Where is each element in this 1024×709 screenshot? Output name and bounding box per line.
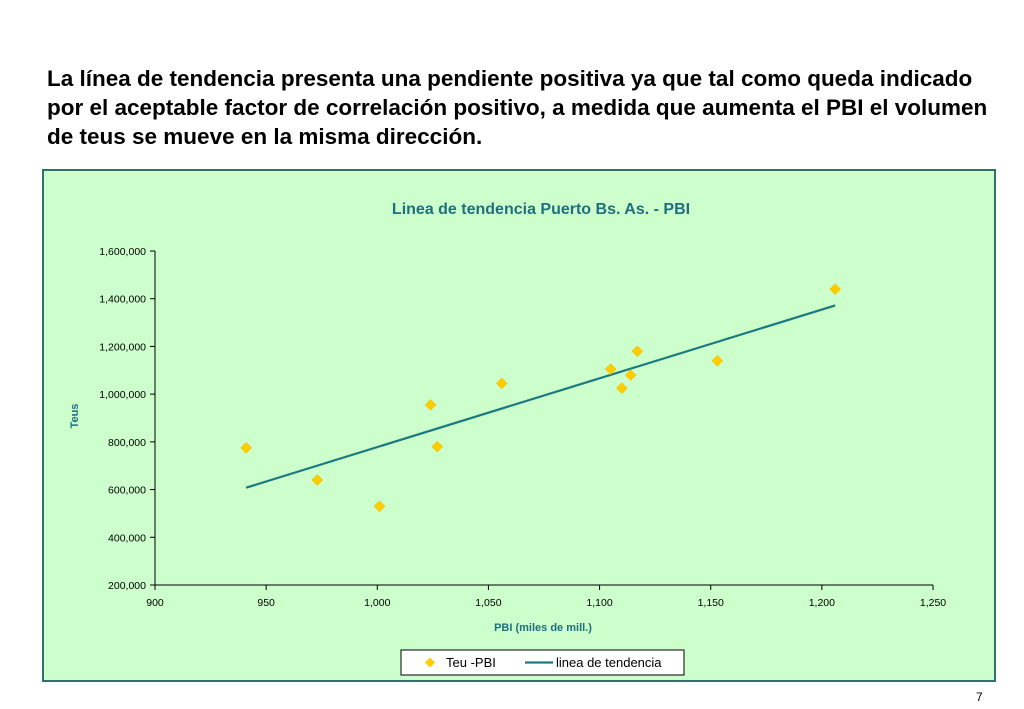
- y-tick-label: 1,200,000: [99, 341, 146, 353]
- y-tick-label: 200,000: [108, 580, 146, 592]
- legend-label-trend: linea de tendencia: [556, 655, 662, 670]
- y-tick-label: 800,000: [108, 437, 146, 449]
- x-tick-label: 1,100: [586, 597, 612, 609]
- data-point: [624, 369, 637, 381]
- x-tick-label: 900: [146, 597, 164, 609]
- x-tick-label: 1,150: [698, 597, 724, 609]
- legend-label-teu: Teu -PBI: [446, 655, 496, 670]
- data-point: [373, 500, 386, 513]
- y-tick-label: 1,600,000: [99, 246, 146, 258]
- legend-box: [400, 649, 685, 676]
- chart-panel: Linea de tendencia Puerto Bs. As. - PBI …: [42, 169, 996, 682]
- chart-svg: Linea de tendencia Puerto Bs. As. - PBI …: [69, 201, 946, 676]
- legend: Teu -PBI linea de tendencia: [400, 649, 685, 676]
- legend-marker-diamond: [425, 657, 435, 668]
- data-point: [631, 345, 644, 358]
- data-point: [240, 441, 252, 454]
- data-point: [311, 474, 324, 486]
- x-axis-label: PBI (miles de mill.): [494, 622, 592, 634]
- x-tick-label: 1,250: [920, 597, 946, 609]
- x-tick-label: 1,000: [364, 597, 390, 609]
- data-point: [604, 363, 617, 375]
- data-point: [711, 354, 724, 367]
- trendline: [245, 304, 836, 489]
- x-tick-label: 1,200: [809, 597, 835, 609]
- y-tick-label: 1,400,000: [99, 294, 146, 306]
- y-tick-label: 1,000,000: [99, 389, 146, 401]
- axes: 200,000 400,000 600,000 800,000 1,000,000 1,2…: [99, 246, 946, 609]
- plot-area: [240, 283, 842, 513]
- data-point: [431, 440, 444, 453]
- y-tick-label: 400,000: [108, 532, 146, 544]
- x-tick-label: 950: [257, 597, 275, 609]
- data-point: [495, 377, 508, 390]
- data-point: [615, 382, 628, 395]
- page-number: 7: [976, 690, 983, 704]
- y-axis-label: Teus: [69, 404, 81, 429]
- x-tick-label: 1,050: [475, 597, 501, 609]
- data-point: [829, 283, 842, 296]
- chart-title: Linea de tendencia Puerto Bs. As. - PBI: [392, 201, 690, 218]
- slide-heading: La línea de tendencia presenta una pendi…: [47, 66, 988, 149]
- y-tick-label: 600,000: [108, 485, 146, 497]
- data-point: [424, 399, 437, 411]
